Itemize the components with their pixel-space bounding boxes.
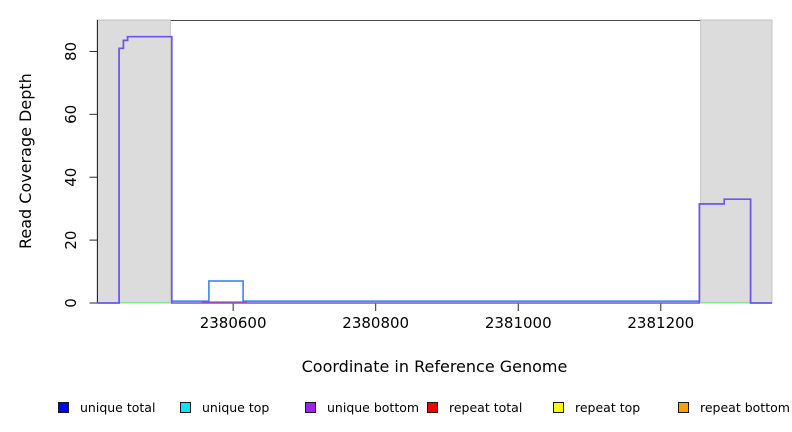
legend-item-unique-total: unique total [58, 399, 155, 416]
x-axis-tick-label: 2381200 [627, 314, 694, 332]
y-axis-tick-label: 40 [62, 168, 80, 187]
x-axis-tick-label: 2380600 [200, 314, 267, 332]
x-axis-title: Coordinate in Reference Genome [301, 357, 568, 376]
legend-item-repeat-top: repeat top [553, 399, 640, 416]
legend-item-unique-top: unique top [180, 399, 269, 416]
coverage-chart: 0 20 40 60 80 2380600 2380800 2381000 2381200 [62, 19, 773, 332]
repeat-total-swatch-icon [427, 402, 438, 413]
y-axis-tick-label: 0 [62, 298, 80, 308]
repeat-bottom-swatch-icon [678, 402, 689, 413]
repeat-region-left [96, 19, 171, 304]
legend-label: repeat bottom [700, 400, 790, 415]
legend-label: repeat top [575, 400, 641, 415]
x-axis-tick-label: 2380800 [342, 314, 409, 332]
y-axis-tick-label: 60 [62, 105, 80, 124]
repeat-region-right [700, 19, 773, 304]
unique-top-swatch-icon [180, 402, 191, 413]
legend-item-repeat-total: repeat total [427, 399, 522, 416]
unique-total-swatch-icon [58, 402, 69, 413]
legend-label: unique total [80, 400, 156, 415]
legend-label: repeat total [449, 400, 523, 415]
x-axis-tick-label: 2381000 [485, 314, 552, 332]
legend-label: unique top [202, 400, 270, 415]
series-unique-total [97, 35, 772, 304]
y-axis-tick-label: 80 [62, 42, 80, 61]
y-axis-tick-label: 20 [62, 231, 80, 250]
repeat-top-swatch-icon [553, 402, 564, 413]
legend-item-unique-bottom: unique bottom [305, 399, 419, 416]
legend-label: unique bottom [327, 400, 420, 415]
series-unique-bottom [97, 35, 772, 304]
legend-item-repeat-bottom: repeat bottom [678, 399, 790, 416]
unique-bottom-swatch-icon [305, 402, 316, 413]
